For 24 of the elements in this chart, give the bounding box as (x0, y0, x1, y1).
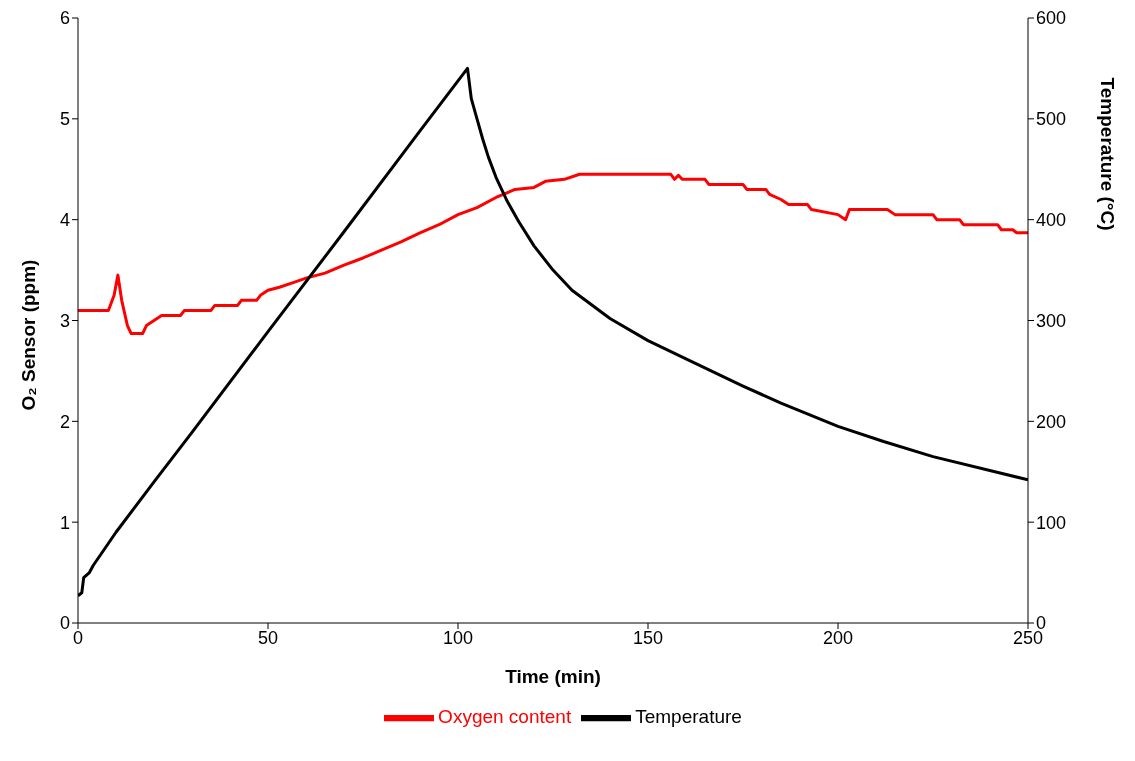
y2-axis-title: Temperature (°C) (1097, 77, 1119, 231)
x-tick-label: 50 (257, 627, 279, 648)
y-axis-title: O₂ Sensor (ppm) (17, 259, 39, 411)
y2-tick-label: 300 (1036, 310, 1067, 331)
y2-tick-label: 600 (1036, 8, 1067, 29)
y-tick-label: 5 (59, 109, 70, 130)
y2-tick-label: 100 (1036, 512, 1067, 533)
x-tick-label: 0 (72, 627, 84, 648)
x-tick-label: 100 (442, 627, 474, 648)
y-tick-label: 4 (59, 210, 70, 231)
y-tick-label: 6 (59, 8, 70, 29)
line-series (78, 172, 1028, 336)
y-tick-label: 1 (59, 512, 70, 533)
x-tick-label: 150 (632, 627, 664, 648)
x-tick-label: 200 (822, 627, 854, 648)
y-tick-label: 3 (59, 310, 70, 331)
y-tick-label: 0 (59, 613, 70, 634)
y2-tick-label: 500 (1036, 109, 1067, 130)
x-axis-title: Time (min) (505, 666, 601, 687)
y-tick-label: 2 (59, 411, 70, 432)
legend-label: Temperature (635, 706, 742, 728)
y2-tick-label: 200 (1036, 411, 1067, 432)
legend-label: Oxygen content (438, 706, 572, 728)
y2-tick-label: 400 (1036, 210, 1067, 231)
